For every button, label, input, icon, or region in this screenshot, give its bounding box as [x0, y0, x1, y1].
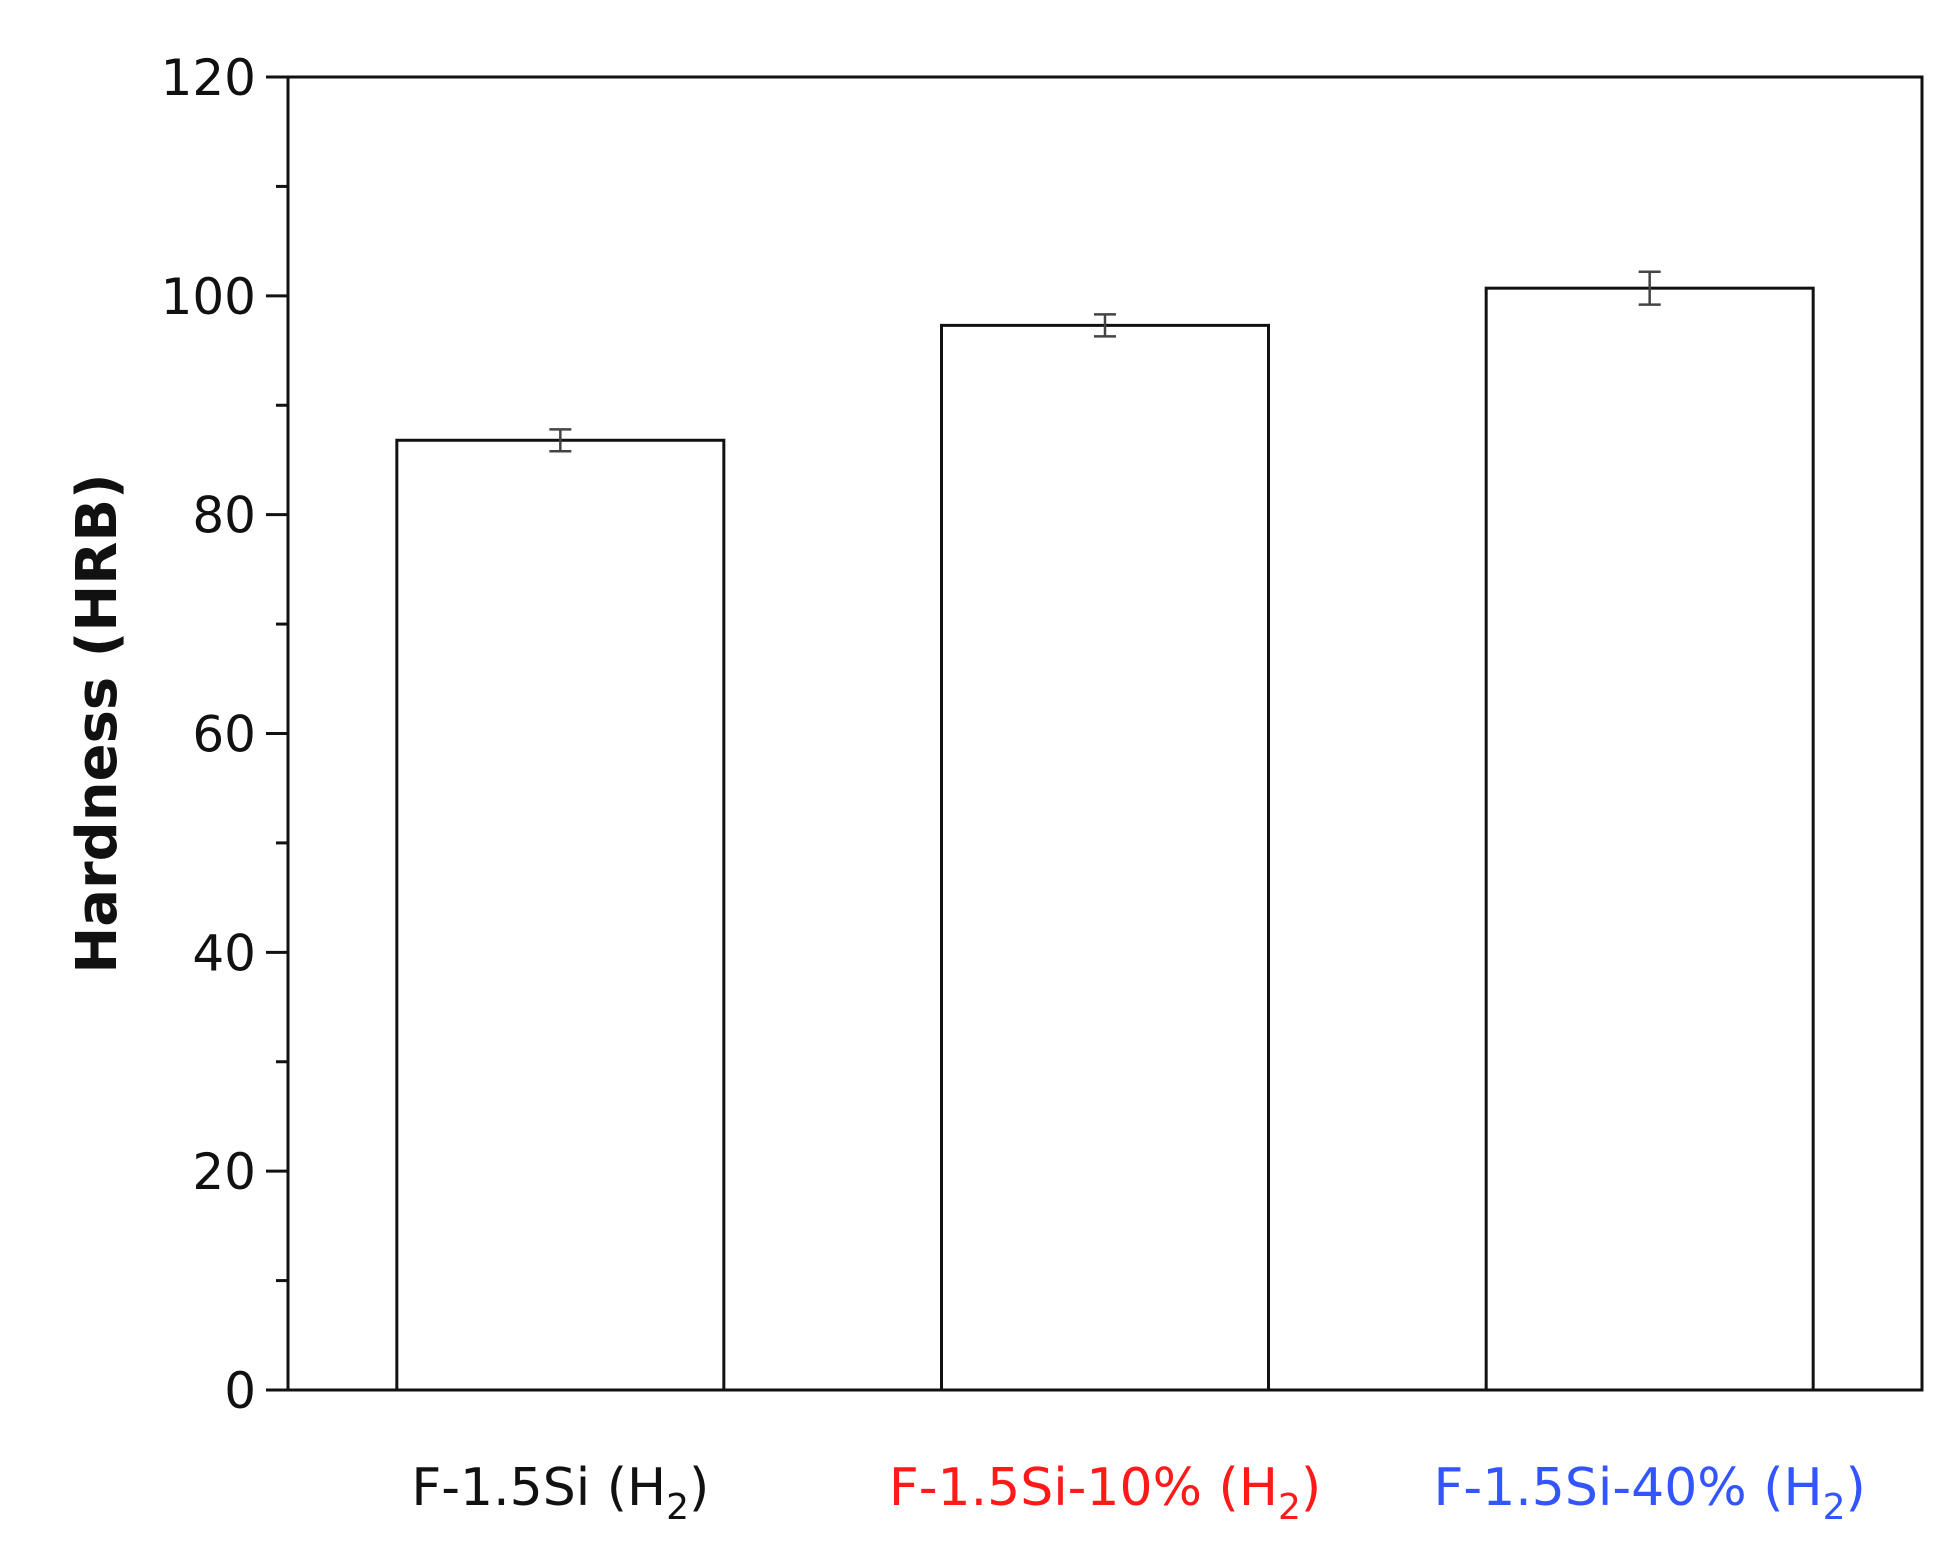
- error-bar: [549, 428, 572, 453]
- y-tick-label: 60: [192, 706, 256, 764]
- error-bar: [1638, 270, 1661, 306]
- y-axis-label: Hardness (HRB): [65, 473, 130, 973]
- y-tick-label: 120: [161, 49, 256, 107]
- error-bar: [1094, 313, 1116, 338]
- x-category-label: F-1.5Si-40% (H2): [1434, 1458, 1866, 1528]
- y-tick-label: 40: [192, 924, 256, 982]
- error-bars: [549, 270, 1661, 453]
- x-category-label: F-1.5Si-10% (H2): [889, 1458, 1321, 1528]
- bar: [1484, 286, 1815, 1392]
- y-tick-label: 0: [224, 1362, 256, 1420]
- x-category-label: F-1.5Si (H2): [411, 1458, 709, 1528]
- bars: [395, 286, 1815, 1392]
- y-tick-label: 80: [192, 487, 256, 545]
- plot-frame: [286, 75, 1924, 1392]
- y-tick-label: 20: [192, 1143, 256, 1201]
- bar: [940, 323, 1270, 1392]
- bar: [395, 438, 726, 1392]
- y-tick-label: 100: [161, 268, 256, 326]
- y-axis-ticks: 0 20 40 60 80 100 120: [161, 49, 288, 1420]
- x-axis-category-labels: F-1.5Si (H2) F-1.5Si-10% (H2) F-1.5Si-40% …: [411, 1458, 1865, 1528]
